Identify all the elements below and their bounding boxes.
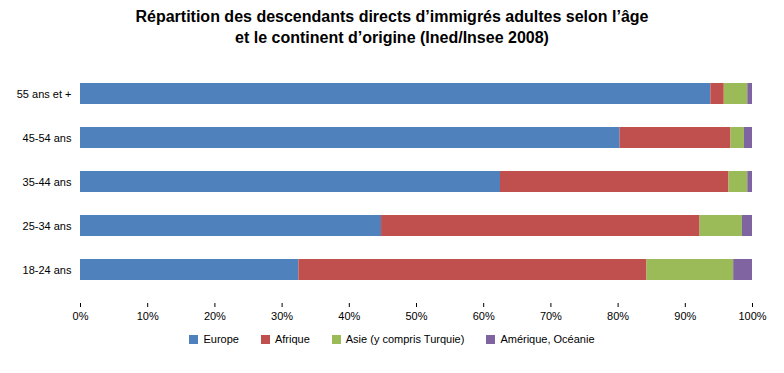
svg-text:10%: 10% (137, 310, 159, 322)
svg-text:45-54 ans: 45-54 ans (23, 132, 72, 144)
html-text:Afrique: Afrique (274, 333, 310, 345)
svg-text:60%: 60% (473, 310, 495, 322)
svg-text:20%: 20% (204, 310, 226, 322)
html-text:Asie (y compris Turquie): Asie (y compris Turquie) (345, 333, 465, 345)
svg-text:70%: 70% (540, 310, 562, 322)
svg-text:30%: 30% (271, 310, 293, 322)
svg-text:25-34 ans: 25-34 ans (23, 220, 72, 232)
svg-text:18-24 ans: 18-24 ans (23, 264, 72, 276)
svg-text:40%: 40% (338, 310, 360, 322)
svg-text:0%: 0% (73, 310, 89, 322)
html-text:Europe: Europe (203, 333, 239, 345)
html-text:Répartition des descendants di: Répartition des descendants directs d’im… (135, 8, 649, 46)
svg-text:100%: 100% (738, 310, 766, 322)
svg-text:90%: 90% (674, 310, 696, 322)
svg-text:50%: 50% (405, 310, 427, 322)
html-text:Amérique, Océanie: Amérique, Océanie (500, 333, 595, 345)
svg-text:35-44 ans: 35-44 ans (23, 176, 72, 188)
svg-text:80%: 80% (607, 310, 629, 322)
svg-text:55 ans et +: 55 ans et + (17, 88, 72, 100)
